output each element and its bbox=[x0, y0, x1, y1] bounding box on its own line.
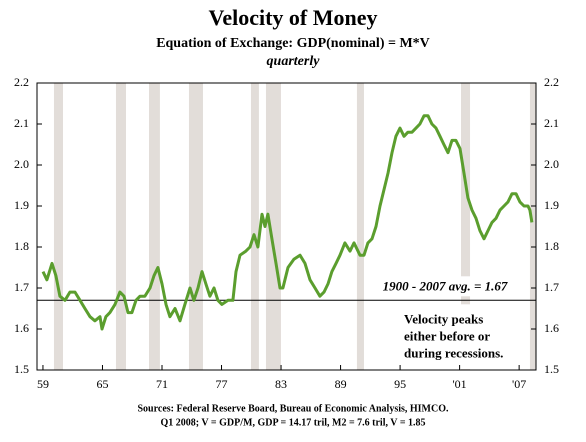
y-tick-label: 1.7 bbox=[14, 280, 29, 294]
annotation-background bbox=[395, 304, 527, 369]
source-note: Sources: Federal Reserve Board, Bureau o… bbox=[138, 403, 449, 414]
frequency-label: quarterly bbox=[267, 54, 321, 69]
recession-band bbox=[115, 83, 126, 370]
note-line: either before or bbox=[404, 328, 490, 343]
x-tick-label: 89 bbox=[335, 377, 347, 391]
recession-band bbox=[188, 83, 203, 370]
note-line: during recessions. bbox=[404, 345, 503, 360]
y2-tick-label: 2.1 bbox=[544, 116, 559, 130]
plot-frame bbox=[36, 82, 537, 371]
y2-tick-label: 1.9 bbox=[544, 198, 559, 212]
note-line: Velocity peaks bbox=[404, 311, 483, 326]
recession-band bbox=[461, 83, 471, 370]
x-tick-label: 65 bbox=[96, 377, 108, 391]
recession-band bbox=[265, 83, 281, 370]
y-tick-label: 1.6 bbox=[14, 321, 29, 335]
x-tick-label: 77 bbox=[216, 377, 228, 391]
chart-title: Velocity of Money bbox=[208, 5, 377, 30]
y-tick-label: 1.9 bbox=[14, 198, 29, 212]
recession-band bbox=[149, 83, 160, 370]
y-tick-label: 1.8 bbox=[14, 239, 29, 253]
y2-tick-label: 2.2 bbox=[544, 75, 559, 89]
y2-tick-label: 1.5 bbox=[544, 362, 559, 376]
x-tick-label: '07 bbox=[512, 377, 526, 391]
average-label: 1900 - 2007 avg. = 1.67 bbox=[383, 278, 508, 293]
source-note: Q1 2008; V = GDP/M, GDP = 14.17 tril, M2… bbox=[160, 417, 425, 428]
y2-tick-label: 1.6 bbox=[544, 321, 559, 335]
y-tick-label: 2.1 bbox=[14, 116, 29, 130]
x-tick-label: 83 bbox=[275, 377, 287, 391]
y2-tick-label: 2.0 bbox=[544, 157, 559, 171]
y2-tick-label: 1.8 bbox=[544, 239, 559, 253]
annotation-background bbox=[365, 276, 525, 297]
x-tick-label: 95 bbox=[394, 377, 406, 391]
recession-band bbox=[529, 83, 536, 370]
data-line bbox=[41, 114, 534, 331]
chart-subtitle: Equation of Exchange: GDP(nominal) = M*V bbox=[156, 36, 430, 51]
y2-tick-label: 1.7 bbox=[544, 280, 559, 294]
recession-band bbox=[53, 83, 63, 370]
x-tick-label: 59 bbox=[37, 377, 49, 391]
recession-band bbox=[250, 83, 259, 370]
x-tick-label: '01 bbox=[453, 377, 467, 391]
x-tick-label: 71 bbox=[156, 377, 168, 391]
y-tick-label: 1.5 bbox=[14, 362, 29, 376]
y-tick-label: 2.0 bbox=[14, 157, 29, 171]
y-tick-label: 2.2 bbox=[14, 75, 29, 89]
recession-band bbox=[356, 83, 364, 370]
